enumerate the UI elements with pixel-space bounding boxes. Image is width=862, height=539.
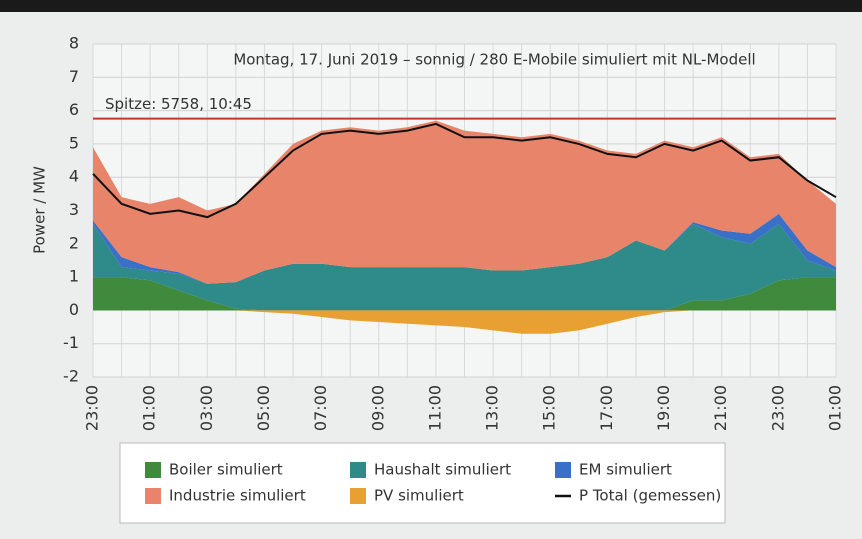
y-tick-label: 0 bbox=[69, 300, 79, 319]
x-tick-label: 23:00 bbox=[768, 385, 787, 431]
y-tick-label: 2 bbox=[69, 233, 79, 252]
legend-swatch bbox=[555, 462, 571, 478]
x-tick-label: 01:00 bbox=[826, 385, 845, 431]
area bbox=[93, 120, 836, 284]
peak-label: Spitze: 5758, 10:45 bbox=[105, 95, 252, 113]
legend-box bbox=[119, 442, 726, 524]
x-tick-label: 01:00 bbox=[140, 385, 159, 431]
x-tick-label: 03:00 bbox=[197, 385, 216, 431]
x-tick-label: 23:00 bbox=[83, 385, 102, 431]
y-tick-label: 4 bbox=[69, 167, 79, 186]
line bbox=[92, 122, 837, 219]
legend-label: PV simuliert bbox=[374, 487, 464, 505]
y-axis-title: Power / MW bbox=[31, 166, 49, 254]
y-tick-label: 5 bbox=[69, 133, 79, 152]
legend-label: EM simuliert bbox=[579, 461, 672, 479]
x-tick-label: 09:00 bbox=[368, 385, 387, 431]
x-tick-label: 05:00 bbox=[254, 385, 273, 431]
legend-label: P Total (gemessen) bbox=[579, 487, 721, 505]
x-tick-label: 17:00 bbox=[597, 385, 616, 431]
chart-title: Montag, 17. Juni 2019 – sonnig / 280 E-M… bbox=[233, 51, 755, 69]
x-tick-label: 15:00 bbox=[540, 385, 559, 431]
y-tick-label: 1 bbox=[69, 267, 79, 286]
y-tick-label: -1 bbox=[63, 333, 79, 352]
x-tick-label: 13:00 bbox=[483, 385, 502, 431]
y-tick-label: -2 bbox=[63, 367, 79, 386]
y-tick-label: 3 bbox=[69, 200, 79, 219]
legend-label: Industrie simuliert bbox=[169, 487, 306, 505]
legend-swatch bbox=[350, 462, 366, 478]
y-tick-label: 7 bbox=[69, 67, 79, 86]
x-tick-label: 21:00 bbox=[711, 385, 730, 431]
area bbox=[93, 310, 836, 334]
top-bar bbox=[0, 0, 862, 12]
legend-label: Boiler simuliert bbox=[169, 461, 283, 479]
area bbox=[93, 277, 836, 311]
x-tick-label: 11:00 bbox=[425, 385, 444, 431]
legend-swatch bbox=[145, 462, 161, 478]
legend-label: Haushalt simuliert bbox=[374, 461, 511, 479]
y-tick-label: 8 bbox=[69, 34, 79, 53]
legend-swatch bbox=[145, 488, 161, 504]
legend-swatch bbox=[350, 488, 366, 504]
y-tick-label: 6 bbox=[69, 100, 79, 119]
x-tick-label: 07:00 bbox=[311, 385, 330, 431]
x-tick-label: 19:00 bbox=[654, 385, 673, 431]
